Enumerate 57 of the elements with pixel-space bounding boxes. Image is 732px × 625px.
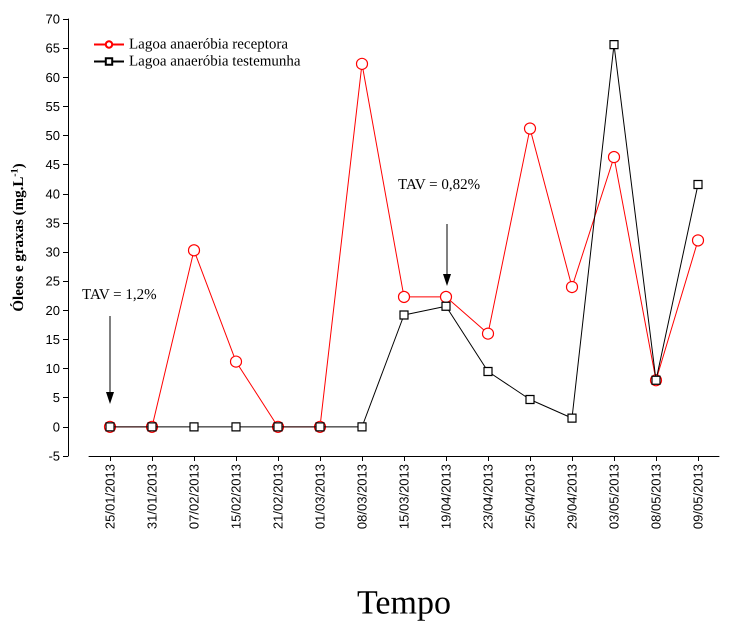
point <box>230 356 242 368</box>
point <box>566 280 578 294</box>
y-tick-label: 65 <box>46 40 60 56</box>
x-tick-label: 01/03/2013 <box>312 464 328 530</box>
point <box>398 290 410 304</box>
x-tick-label: 15/03/2013 <box>396 464 412 530</box>
y-tick-label: 70 <box>46 12 60 26</box>
x-tick-label: 08/05/2013 <box>648 464 664 530</box>
y-tick-label: 35 <box>46 215 60 230</box>
point <box>440 290 452 304</box>
x-tick-label: 21/02/2013 <box>270 464 286 530</box>
annotation: TAV = 1,2% <box>82 286 157 304</box>
annotation: TAV = 0,82% <box>398 176 480 194</box>
x-tick-label: 31/01/2013 <box>144 464 160 530</box>
x-tick-label: 09/05/2013 <box>690 464 706 530</box>
x-tick-label: 25/04/2013 <box>522 464 538 530</box>
point <box>693 180 703 190</box>
x-tick-label: 29/04/2013 <box>564 464 580 530</box>
x-tick-label: 07/02/2013 <box>186 464 202 530</box>
x-tick-label: 23/04/2013 <box>480 464 496 530</box>
point <box>441 302 451 311</box>
y-tick-label: 50 <box>46 128 60 144</box>
point <box>567 414 577 423</box>
point <box>482 328 494 340</box>
point <box>231 422 241 432</box>
y-tick-label: 20 <box>46 302 60 318</box>
y-tick-label: 10 <box>46 361 60 376</box>
legend-label: Lagoa anaeróbia receptora <box>129 36 288 52</box>
y-tick-label: 45 <box>46 157 60 172</box>
point <box>483 366 493 376</box>
point <box>189 422 199 432</box>
x-tick-label: 19/04/2013 <box>438 464 454 530</box>
y-tick-label: 15 <box>46 332 60 347</box>
point <box>608 150 620 164</box>
y-tick-label: 60 <box>46 70 60 85</box>
y-tick-label: 55 <box>46 98 60 114</box>
point <box>525 394 535 404</box>
point <box>609 40 619 50</box>
x-tick-label: 25/01/2013 <box>102 464 118 530</box>
point <box>356 58 368 70</box>
y-tick-label: 40 <box>46 186 60 202</box>
y-tick-label: 5 <box>52 390 60 406</box>
legend-label: Lagoa anaeróbia testemunha <box>129 54 301 70</box>
x-tick-label: 08/03/2013 <box>354 464 370 530</box>
point <box>692 234 704 247</box>
y-tick-label: 30 <box>46 244 60 260</box>
x-tick-label: 03/05/2013 <box>606 464 622 530</box>
x-axis-title: Tempo <box>357 584 451 622</box>
point <box>524 122 536 135</box>
y-tick-label: 0 <box>52 419 60 434</box>
y-tick-label: -5 <box>48 448 60 464</box>
point <box>357 422 367 432</box>
point <box>399 310 409 320</box>
x-tick-label: 15/02/2013 <box>228 464 244 530</box>
y-axis-title: Óleos e graxas (mg.L-1) <box>10 163 27 312</box>
y-tick-label: 25 <box>46 274 60 289</box>
point <box>188 244 200 256</box>
